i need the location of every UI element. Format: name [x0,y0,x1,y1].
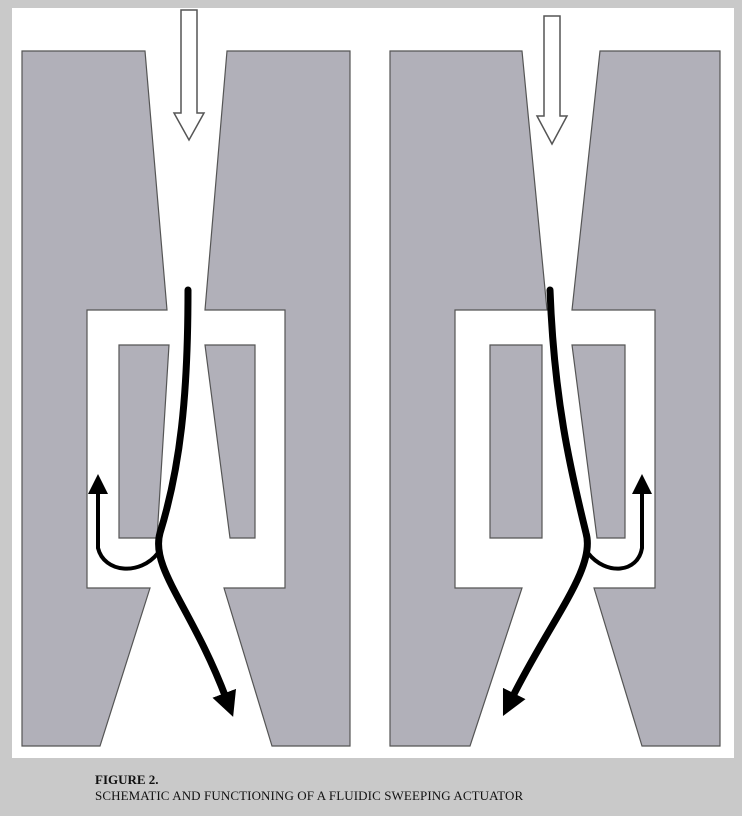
down-arrow-icon [172,9,206,142]
main-jet-arrow-left [155,286,237,717]
actuator-schematics [21,9,721,747]
feedback-arrow-left [88,474,160,571]
actuator-body-left [21,50,351,747]
figure-label: FIGURE 2. [95,772,159,787]
figure-panel [12,8,734,758]
figure-caption-text: SCHEMATIC AND FUNCTIONING OF A FLUIDIC S… [95,788,524,803]
flow-path-left [88,286,237,717]
inlet-arrow-left [172,9,206,142]
feedback-arrow-right [586,474,652,571]
inlet-arrow-right [535,15,569,146]
flow-path-right [502,286,652,717]
main-jet-arrow-right [502,286,591,717]
down-arrow-icon [535,15,569,146]
figure-caption: FIGURE 2. SCHEMATIC AND FUNCTIONING OF A… [95,772,523,804]
actuator-body-right [389,50,721,747]
actuator-left [21,9,351,747]
actuator-right [389,15,721,747]
